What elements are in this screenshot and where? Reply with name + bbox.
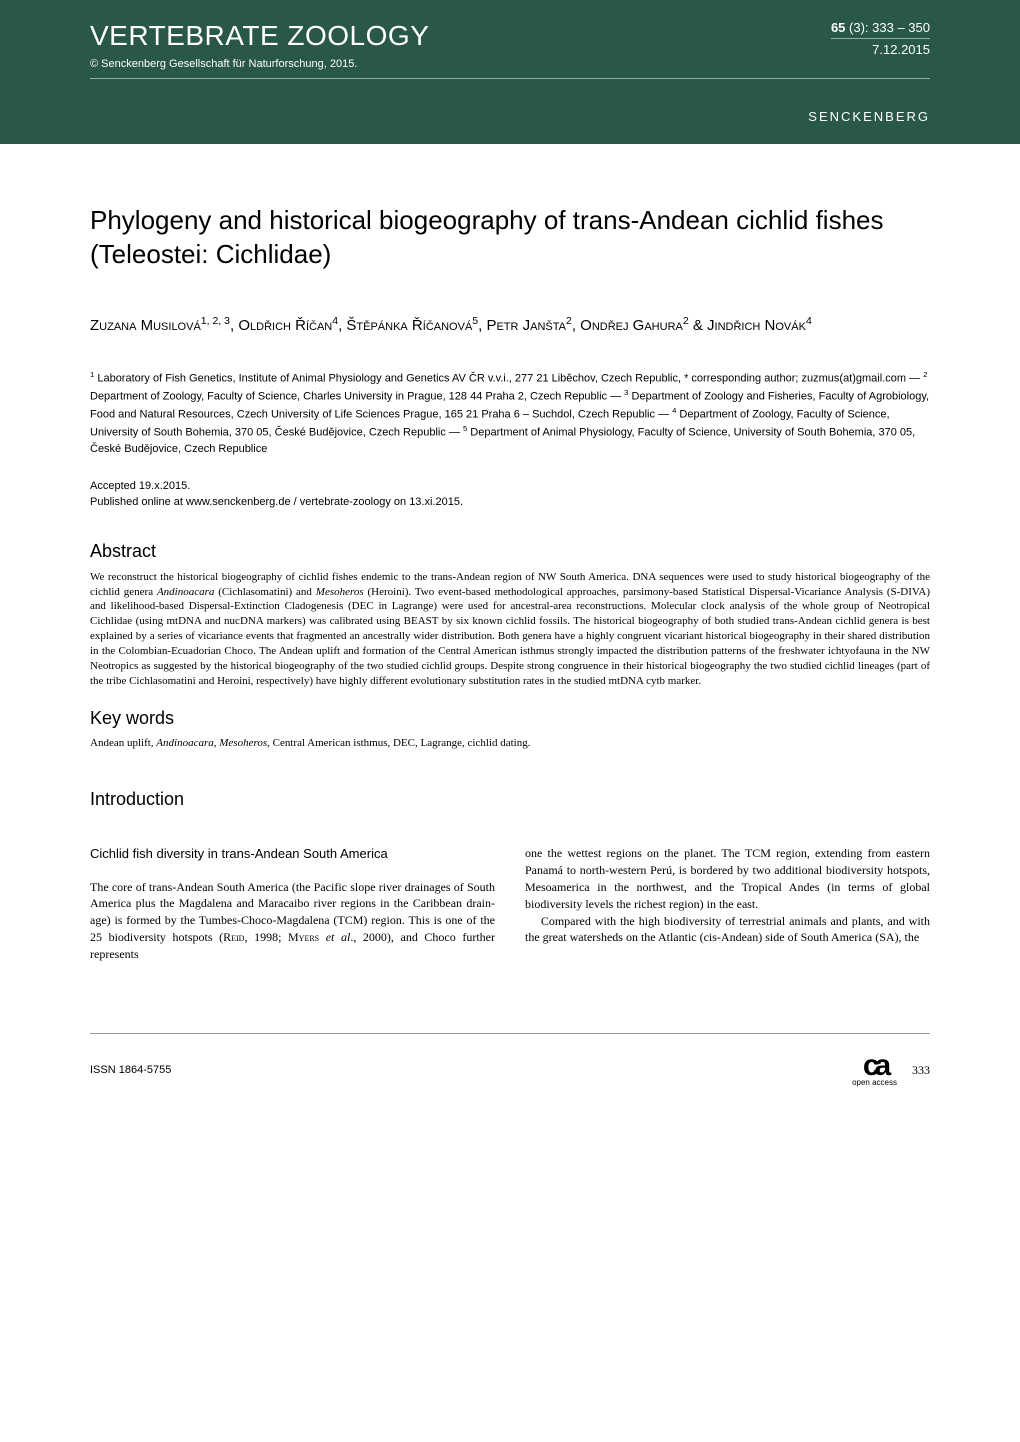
footer-right: ca open access 333 [852, 1054, 930, 1087]
journal-header: VERTEBRATE ZOOLOGY © Senckenberg Gesells… [0, 0, 1020, 144]
body-text-right: one the wettest regions on the planet. T… [525, 845, 930, 946]
issn-label: ISSN [90, 1064, 116, 1076]
pages: 333 – 350 [872, 20, 930, 35]
copyright: © Senckenberg Gesellschaft für Naturfors… [90, 58, 429, 70]
oa-label: open access [852, 1078, 897, 1087]
abstract-text: We reconstruct the historical biogeograp… [90, 570, 930, 689]
issn: ISSN 1864-5755 [90, 1064, 171, 1076]
article-title: Phylogeny and historical biogeography of… [90, 204, 930, 272]
open-access-logo: ca open access [852, 1054, 897, 1087]
page-number: 333 [912, 1063, 930, 1078]
page-footer: ISSN 1864-5755 ca open access 333 [0, 1034, 1020, 1117]
oa-icon: ca [863, 1054, 886, 1078]
publisher-brand: SENCKENBERG [90, 109, 930, 124]
column-left: Cichlid fish diversity in trans-Andean S… [90, 845, 495, 962]
volume: 65 [831, 20, 845, 35]
authors: Zuzana Musilová1, 2, 3, Oldřich Říčan4, … [90, 312, 930, 339]
keywords-text: Andean uplift, Andinoacara, Mesoheros, C… [90, 737, 930, 749]
affiliations: 1 Laboratory of Fish Genetics, Institute… [90, 369, 930, 458]
article-content: Phylogeny and historical biogeography of… [0, 144, 1020, 993]
abstract-heading: Abstract [90, 541, 930, 562]
body-columns: Cichlid fish diversity in trans-Andean S… [90, 845, 930, 962]
column-right: one the wettest regions on the planet. T… [525, 845, 930, 962]
issn-number: 1864-5755 [119, 1064, 172, 1076]
journal-title: VERTEBRATE ZOOLOGY [90, 20, 429, 52]
keywords-heading: Key words [90, 708, 930, 729]
header-top-row: VERTEBRATE ZOOLOGY © Senckenberg Gesells… [90, 20, 930, 79]
body-text-left: The core of trans-Andean South America (… [90, 879, 495, 963]
introduction-heading: Introduction [90, 789, 930, 810]
publication-dates: Accepted 19.x.2015. Published online at … [90, 478, 930, 511]
issue: (3): [849, 20, 869, 35]
pub-date: 7.12.2015 [831, 42, 930, 57]
published-date: Published online at www.senckenberg.de /… [90, 494, 930, 511]
accepted-date: Accepted 19.x.2015. [90, 478, 930, 495]
issue-info: 65 (3): 333 – 350 7.12.2015 [831, 20, 930, 57]
subsection-heading: Cichlid fish diversity in trans-Andean S… [90, 845, 495, 863]
